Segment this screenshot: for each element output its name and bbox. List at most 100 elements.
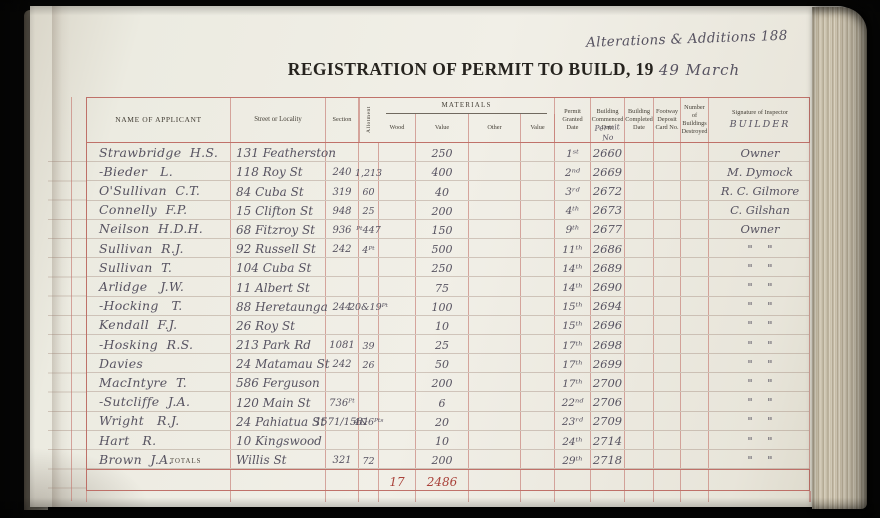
table-header: NAME OF APPLICANT Street or Locality Sec…: [86, 97, 810, 143]
cell-value: 10: [416, 315, 469, 334]
header-permit-granted-date: Permit Granted Date: [555, 98, 591, 142]
cell-wood: [379, 392, 416, 411]
cell-wood: [379, 162, 416, 181]
cell-other: [469, 430, 521, 449]
cell-builder: " ": [747, 318, 773, 333]
permit-register-table: NAME OF APPLICANT Street or Locality Sec…: [86, 97, 811, 503]
cell-name: Wright R.J.: [87, 411, 231, 430]
ledger-row: -Sutcliffe J.A. 120 Main St 736ᴾᵗ 6 22ⁿᵈ 2706…: [87, 392, 809, 412]
cell-destroyed: [681, 354, 709, 373]
table-body: Strawbridge H.S. 131 Featherston 250 1ˢᵗ 266…: [86, 143, 810, 470]
cell-value2: [521, 411, 555, 430]
cell-name: Connelly F.P.: [87, 200, 231, 219]
cell-footway: [654, 430, 681, 449]
cell-completed: [625, 450, 654, 469]
cell-value: 40: [416, 181, 469, 200]
cell-footway: [654, 162, 681, 181]
cell-allot: ᴾᵗ447: [356, 219, 381, 238]
cell-street: 104 Cuba St: [231, 258, 326, 277]
cell-value2: [521, 258, 555, 277]
page-title-handwritten: 49 March: [658, 61, 741, 79]
margin-ruling: [48, 143, 86, 491]
header-name-of-applicant: NAME OF APPLICANT: [87, 98, 231, 142]
cell-value: 25: [416, 334, 469, 354]
cell-name: Arlidge J.W.: [87, 277, 231, 296]
cell-footway: [654, 200, 681, 219]
cell-value2: [521, 392, 555, 411]
cell-date: 15ᵗʰ: [555, 296, 591, 315]
cell-allot: [359, 392, 379, 411]
cell-street: 26 Roy St: [231, 315, 326, 334]
cell-permit: 2699: [591, 354, 625, 373]
ledger-row: Arlidge J.W. 11 Albert St 75 14ᵗʰ 2690 " ": [87, 277, 809, 297]
cell-section: 1081: [326, 334, 359, 354]
totals-printed-label: TOTALS: [170, 458, 202, 465]
cell-footway: [654, 258, 681, 277]
header-signature-of-inspector: Signature of Inspector BUILDER: [709, 98, 811, 142]
cell-value2: [521, 219, 555, 238]
cell-builder: " ": [747, 356, 773, 371]
cell-value: 250: [416, 143, 469, 162]
cell-value2: [521, 296, 555, 315]
cell-date: 23ʳᵈ: [555, 411, 591, 430]
cell-allot: 39: [359, 334, 379, 354]
cell-permit: 2686: [591, 238, 625, 258]
header-materials-group: MATERIALS Wood Value Other Value: [379, 98, 555, 142]
cell-name: Sullivan T.: [87, 258, 231, 277]
cell-wood: [379, 296, 416, 315]
totals-row: 17 2486: [86, 469, 810, 492]
cell-value2: [521, 334, 555, 354]
cell-date: 15ᵗʰ: [555, 315, 591, 334]
cell-builder: Owner: [740, 145, 780, 160]
cell-other: [469, 354, 521, 373]
cell-completed: [625, 334, 654, 354]
cell-value2: [521, 277, 555, 296]
cell-section: 242: [326, 354, 359, 373]
cell-section: 321: [326, 450, 359, 469]
ledger-row: Kendall F.J. 26 Roy St 10 15ᵗʰ 2696 " ": [87, 315, 809, 335]
cell-builder: R. C. Gilmore: [720, 184, 800, 199]
cell-permit: 2669: [591, 162, 625, 181]
cell-wood: [379, 143, 416, 162]
header-materials-subcolumns: Wood Value Other Value: [379, 114, 555, 142]
cell-completed: [625, 277, 654, 296]
header-materials: MATERIALS: [386, 98, 547, 114]
cell-other: [469, 238, 521, 258]
cell-date: 9ᵗʰ: [555, 219, 591, 238]
cell-name: Hart R.: [87, 430, 231, 449]
cell-completed: [625, 143, 654, 162]
cell-street: 24 Matamau St: [231, 354, 330, 373]
cell-wood: [379, 238, 416, 258]
cell-builder: " ": [747, 280, 773, 294]
cell-completed: [625, 258, 654, 277]
cell-allot: 4&6ᴾᵗˢ: [353, 411, 384, 430]
cell-value: 200: [416, 373, 469, 392]
cell-allot: [359, 277, 379, 296]
cell-wood: [379, 258, 416, 277]
cell-footway: [654, 181, 681, 200]
cell-builder: " ": [747, 433, 773, 448]
cell-footway: [654, 296, 681, 315]
ledger-row: Connelly F.P. 15 Clifton St 948 25 200 4ᵗʰ 267…: [87, 200, 809, 220]
cell-name: -Hosking R.S.: [87, 334, 231, 354]
cell-date: 14ᵗʰ: [555, 277, 591, 296]
cell-allot: 60: [359, 181, 379, 200]
cell-date: 2ⁿᵈ: [555, 162, 591, 181]
ledger-row: Wright R.J. 24 Pahiatua St 1571/1581 4&6ᴾᵗˢ…: [87, 411, 809, 431]
cell-completed: [625, 162, 654, 181]
cell-completed: [625, 238, 654, 258]
cell-footway: [654, 238, 681, 258]
cell-wood: [379, 354, 416, 373]
cell-destroyed: [681, 277, 709, 296]
cell-builder: C. Gilshan: [730, 203, 790, 218]
cell-value: 75: [416, 277, 469, 296]
cell-allot: 26: [359, 354, 379, 373]
cell-other: [469, 450, 521, 469]
cell-permit: 2706: [591, 392, 625, 411]
cell-date: 17ᵗʰ: [555, 354, 591, 373]
cell-date: 22ⁿᵈ: [555, 392, 591, 411]
cell-destroyed: [681, 200, 709, 219]
cell-wood: [379, 219, 416, 238]
cell-allot: [359, 143, 379, 162]
header-wood: Wood: [379, 114, 416, 142]
